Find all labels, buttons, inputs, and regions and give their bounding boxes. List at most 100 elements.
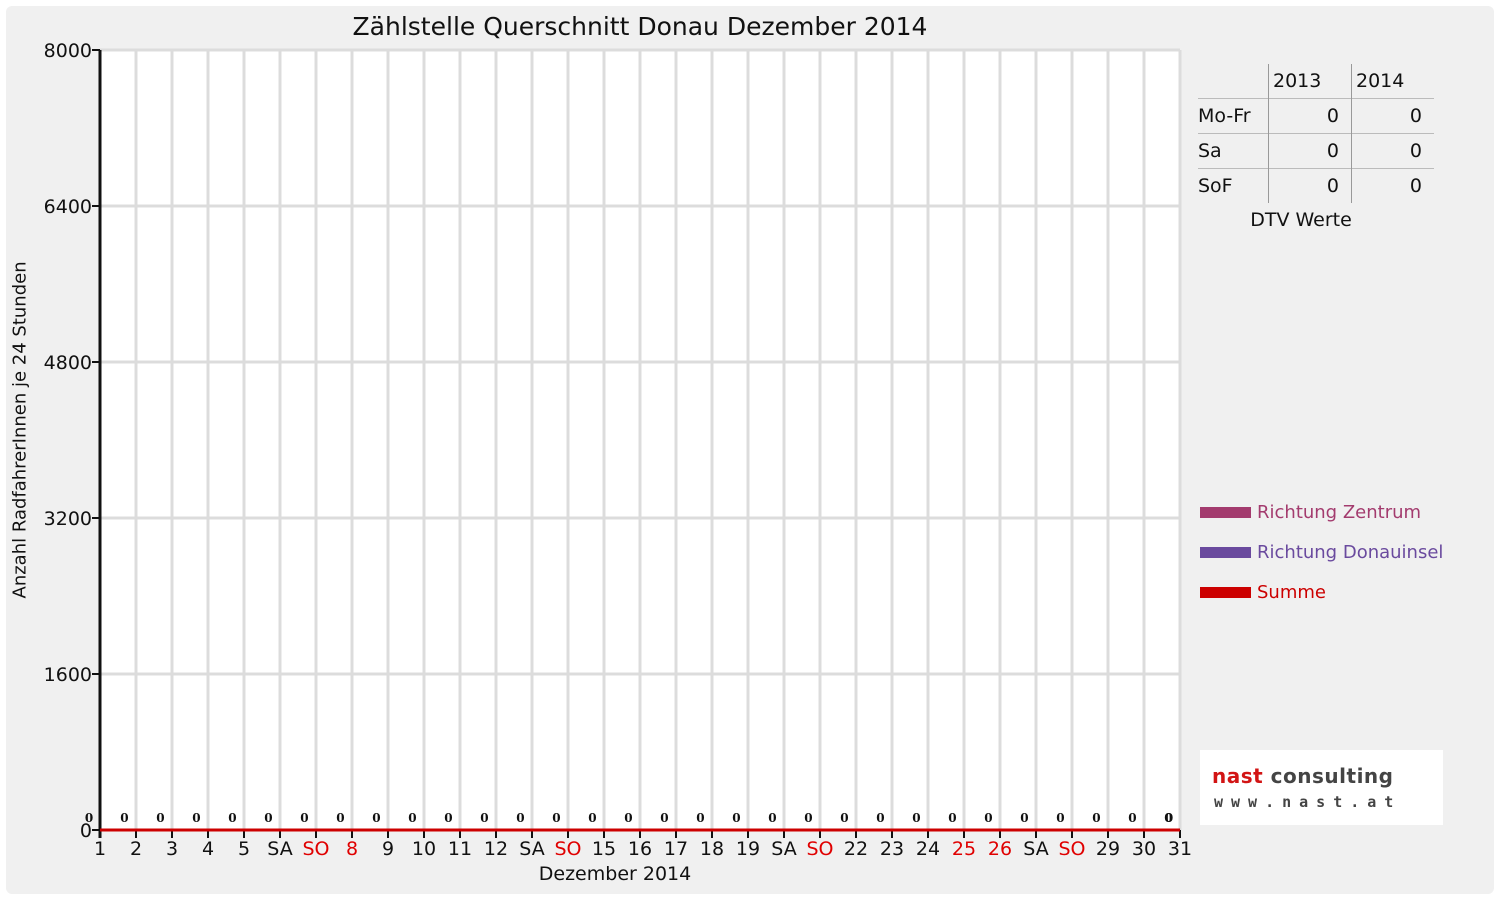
data-label: 0 — [444, 811, 452, 825]
x-tick-label: SO — [302, 838, 329, 860]
dtv-cell: 0 — [1351, 168, 1434, 203]
logo-url: www.nast.at — [1214, 793, 1402, 811]
data-label: 0 — [876, 811, 884, 825]
legend-label: Richtung Donauinsel — [1257, 541, 1444, 563]
data-label: 0 — [624, 811, 632, 825]
chart-legend: Richtung Zentrum Richtung Donauinsel Sum… — [1200, 492, 1443, 612]
data-label: 0 — [552, 811, 560, 825]
data-label: 0 — [228, 811, 236, 825]
data-label: 0 — [912, 811, 920, 825]
x-tick-label: SO — [1058, 838, 1085, 860]
x-tick-label: 18 — [700, 838, 724, 860]
data-label: 0 — [516, 811, 524, 825]
x-tick-label: 19 — [736, 838, 760, 860]
data-label: 0 — [120, 811, 128, 825]
legend-label: Summe — [1257, 581, 1326, 603]
x-tick-label: SO — [554, 838, 581, 860]
x-tick-label: 22 — [844, 838, 868, 860]
x-tick-label: SA — [771, 838, 796, 860]
chart-title: Zählstelle Querschnitt Donau Dezember 20… — [352, 12, 928, 41]
data-label: 0 — [984, 811, 992, 825]
x-tick-label: SO — [806, 838, 833, 860]
x-tick-label: SA — [267, 838, 292, 860]
dtv-cell: 0 — [1268, 168, 1352, 203]
legend-item: Summe — [1200, 572, 1443, 612]
legend-swatch — [1200, 546, 1251, 558]
x-tick-label: 25 — [952, 838, 976, 860]
x-tick-label: 31 — [1168, 838, 1192, 860]
x-tick-label: 15 — [592, 838, 616, 860]
data-label: 0 — [192, 811, 200, 825]
data-label: 0 — [264, 811, 272, 825]
data-label: 0 — [1165, 811, 1173, 825]
dtv-year-2014: 2014 — [1351, 64, 1434, 99]
x-tick-label: 1 — [94, 838, 106, 860]
x-tick-label: 2 — [130, 838, 142, 860]
nast-consulting-logo: nast consulting www.nast.at — [1200, 750, 1443, 825]
data-label: 0 — [660, 811, 668, 825]
dtv-cell: 0 — [1351, 133, 1434, 169]
dtv-row-label: Sa — [1198, 133, 1269, 169]
dtv-cell: 0 — [1268, 133, 1352, 169]
logo-consulting: consulting — [1270, 764, 1394, 788]
data-label: 0 — [85, 811, 93, 825]
data-label: 0 — [408, 811, 416, 825]
dtv-table: 2013 2014 Mo-Fr 0 0 Sa 0 0 SoF 0 0 — [1198, 64, 1434, 203]
data-label: 0 — [372, 811, 380, 825]
x-tick-label: 4 — [202, 838, 214, 860]
dtv-row-label: Mo-Fr — [1198, 98, 1269, 134]
x-tick-label: 16 — [628, 838, 652, 860]
x-tick-label: 26 — [988, 838, 1012, 860]
y-tick-label: 4800 — [44, 352, 92, 374]
data-label: 0 — [1020, 811, 1028, 825]
x-tick-label: 10 — [412, 838, 436, 860]
y-tick-label: 8000 — [44, 40, 92, 62]
x-tick-label: 29 — [1096, 838, 1120, 860]
dtv-row-label: SoF — [1198, 168, 1269, 203]
logo-brand: nast — [1212, 764, 1264, 788]
dtv-cell: 0 — [1268, 98, 1352, 134]
data-label: 0 — [336, 811, 344, 825]
data-label: 0 — [804, 811, 812, 825]
x-tick-label: 5 — [238, 838, 250, 860]
legend-item: Richtung Zentrum — [1200, 492, 1443, 532]
x-tick-label: 8 — [346, 838, 358, 860]
data-label: 0 — [1128, 811, 1136, 825]
data-label: 0 — [768, 811, 776, 825]
dtv-caption: DTV Werte — [1250, 209, 1352, 231]
data-label: 0 — [1056, 811, 1064, 825]
legend-swatch — [1200, 586, 1251, 598]
x-tick-label: 12 — [484, 838, 508, 860]
x-tick-label: 17 — [664, 838, 688, 860]
x-tick-label: 23 — [880, 838, 904, 860]
x-tick-label: 3 — [166, 838, 178, 860]
data-label: 0 — [1092, 811, 1100, 825]
y-tick-label: 1600 — [44, 664, 92, 686]
data-label: 0 — [840, 811, 848, 825]
x-axis-label: Dezember 2014 — [538, 863, 692, 885]
logo-wordmark: nast consulting — [1212, 764, 1393, 788]
legend-swatch — [1200, 506, 1251, 518]
data-label: 0 — [588, 811, 596, 825]
data-label: 0 — [1164, 811, 1172, 825]
data-label: 0 — [156, 811, 164, 825]
data-label: 0 — [696, 811, 704, 825]
x-tick-label: 30 — [1132, 838, 1156, 860]
y-tick-label: 0 — [80, 820, 92, 842]
x-tick-label: SA — [1023, 838, 1048, 860]
data-label: 0 — [480, 811, 488, 825]
x-tick-label: SA — [519, 838, 544, 860]
y-tick-label: 6400 — [44, 196, 92, 218]
y-tick-label: 3200 — [44, 508, 92, 530]
dtv-year-2013: 2013 — [1268, 64, 1352, 99]
legend-item: Richtung Donauinsel — [1200, 532, 1443, 572]
data-label: 0 — [732, 811, 740, 825]
legend-label: Richtung Zentrum — [1257, 501, 1422, 523]
dtv-cell: 0 — [1351, 98, 1434, 134]
x-tick-label: 9 — [382, 838, 394, 860]
x-tick-label: 24 — [916, 838, 940, 860]
data-label: 0 — [300, 811, 308, 825]
x-tick-label: 11 — [448, 838, 472, 860]
data-label: 0 — [948, 811, 956, 825]
